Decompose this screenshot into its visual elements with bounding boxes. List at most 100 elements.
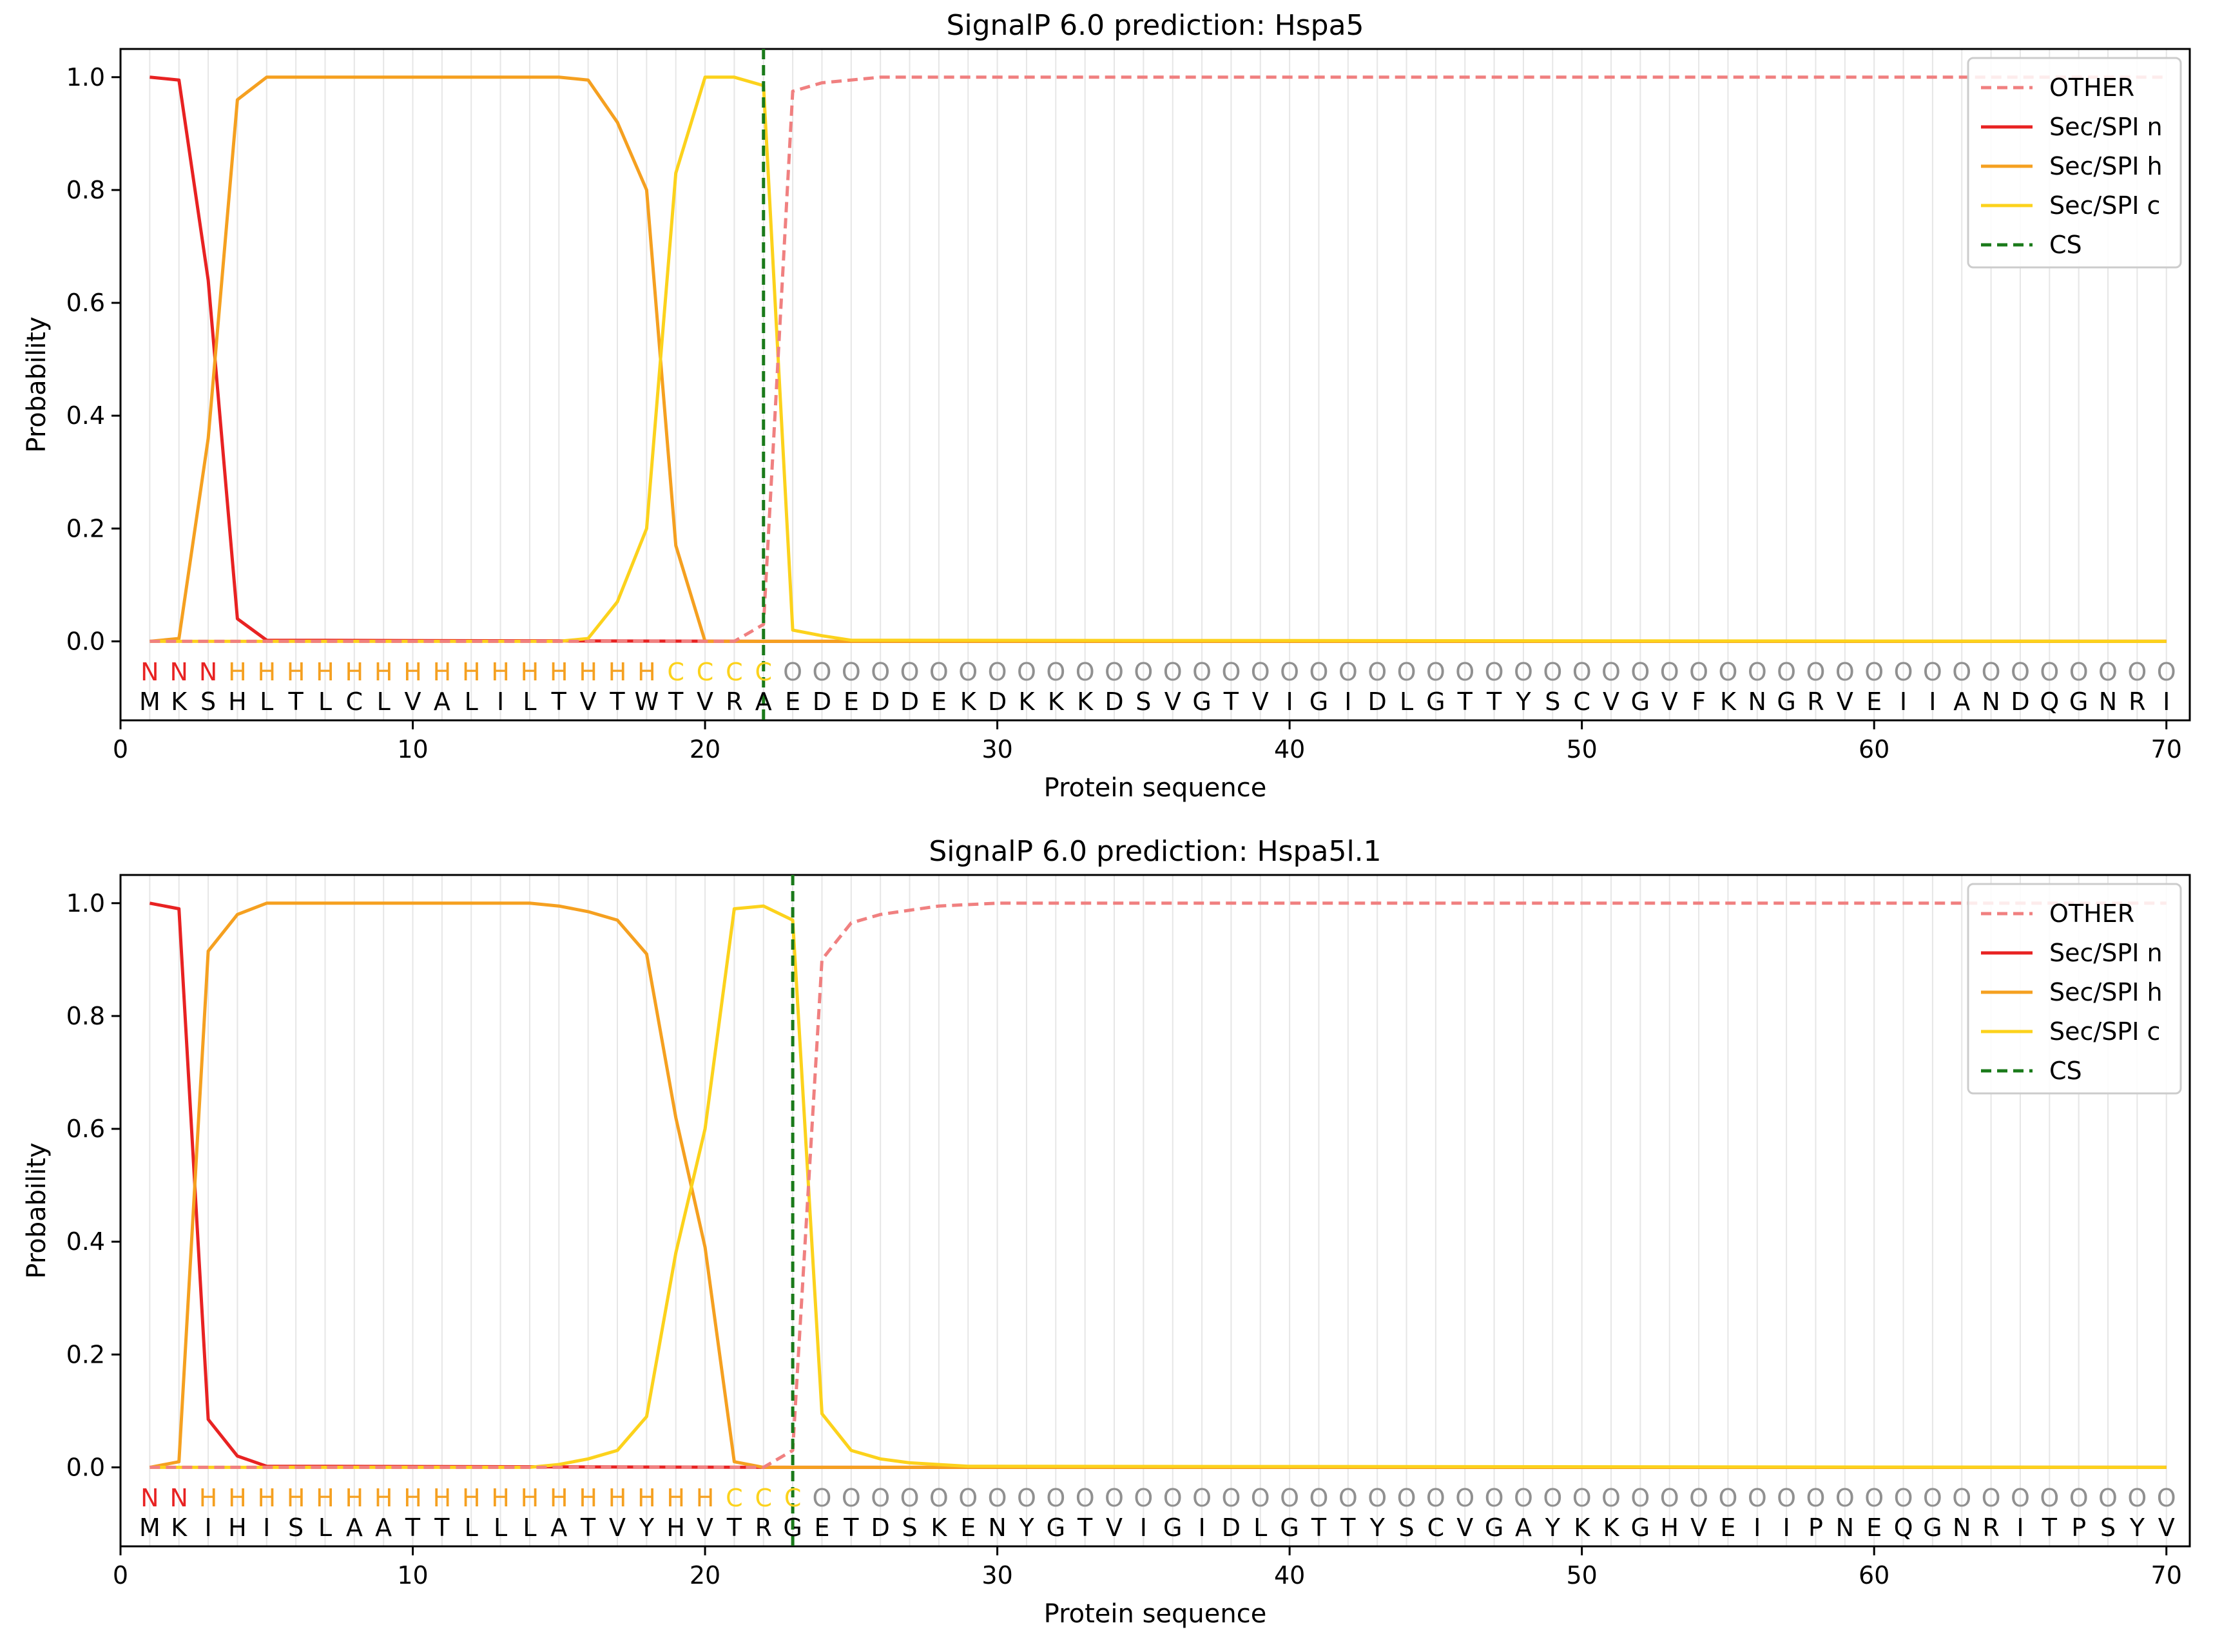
residue-letter: A <box>346 1513 363 1542</box>
y-tick-label: 0.8 <box>66 176 105 204</box>
region-label: O <box>1134 658 1153 686</box>
legend-entry: CS <box>2049 231 2082 259</box>
region-label: O <box>871 1484 890 1512</box>
residue-letter: T <box>405 1513 421 1542</box>
vertical-grid <box>149 49 2167 720</box>
region-label: O <box>1485 658 1504 686</box>
region-label: O <box>1017 658 1036 686</box>
region-label: O <box>1748 1484 1767 1512</box>
region-label: O <box>1046 1484 1065 1512</box>
region-label: O <box>1952 1484 1971 1512</box>
chart-panel-2: SignalP 6.0 prediction: Hspa5l.1 0 10 20 30 4… <box>22 835 2191 1629</box>
residue-letter: G <box>1777 687 1795 716</box>
region-label: H <box>521 658 539 686</box>
region-label: H <box>579 658 597 686</box>
chart-title: SignalP 6.0 prediction: Hspa5l.1 <box>929 835 1381 868</box>
residue-letter: Y <box>2129 1513 2145 1542</box>
residue-letter: D <box>2011 687 2029 716</box>
region-label: H <box>345 1484 364 1512</box>
residue-letter: S <box>2100 1513 2116 1542</box>
region-label: O <box>958 1484 978 1512</box>
region-label: O <box>1777 1484 1796 1512</box>
residue-letter: I <box>1140 1513 1147 1542</box>
region-label: O <box>2040 1484 2059 1512</box>
y-axis-label: Probability <box>22 316 52 452</box>
residue-letter: D <box>988 687 1007 716</box>
residue-letter: Q <box>1894 1513 1913 1542</box>
region-label: O <box>1192 1484 1212 1512</box>
residue-letter: D <box>813 687 831 716</box>
region-label: H <box>199 1484 218 1512</box>
residue-letter: P <box>1808 1513 1823 1542</box>
region-label: H <box>433 658 452 686</box>
region-label: H <box>550 658 568 686</box>
region-label: O <box>1718 1484 1737 1512</box>
residue-letter: R <box>1807 687 1824 716</box>
residue-letter: N <box>988 1513 1006 1542</box>
residue-letter: V <box>1164 687 1181 716</box>
region-label: O <box>1894 658 1913 686</box>
region-label: O <box>1630 1484 1650 1512</box>
x-tick-label: 30 <box>981 735 1012 764</box>
legend-box <box>1967 883 2182 1095</box>
x-tick-label: 70 <box>2151 1561 2182 1590</box>
residue-letter: I <box>1783 1513 1790 1542</box>
region-label: O <box>1514 658 1533 686</box>
region-label: H <box>521 1484 539 1512</box>
region-label: O <box>1514 1484 1533 1512</box>
residue-letter: A <box>755 687 772 716</box>
legend-entry: Sec/SPI n <box>2049 113 2163 141</box>
legend-entry: OTHER <box>2049 73 2134 102</box>
region-label: O <box>2157 658 2176 686</box>
residue-letter: I <box>2016 1513 2024 1542</box>
region-label: N <box>140 1484 159 1512</box>
region-label: O <box>1572 658 1592 686</box>
residue-letter: Y <box>1018 1513 1034 1542</box>
region-label: H <box>491 1484 510 1512</box>
x-tick-label: 40 <box>1274 735 1305 764</box>
region-label: O <box>1163 658 1183 686</box>
residue-letter: T <box>2042 1513 2058 1542</box>
x-tick-label: 10 <box>397 1561 428 1590</box>
residue-letter: V <box>609 1513 626 1542</box>
residue-letter: A <box>1953 687 1970 716</box>
residue-letter: V <box>1252 687 1269 716</box>
region-label: H <box>403 658 422 686</box>
series-line-sec-spi-h <box>150 75 2167 643</box>
residue-letter: K <box>1603 1513 1620 1542</box>
region-label: H <box>491 658 510 686</box>
residue-letter: T <box>609 687 625 716</box>
x-tick-label: 20 <box>690 1561 720 1590</box>
residue-letter: L <box>465 1513 478 1542</box>
sequence-rows: NMNKHIHHHIHSHLHAHAHTHTHLHLHLHAHTHVHYHHHV… <box>139 1484 2176 1542</box>
residue-letter: C <box>1427 1513 1445 1542</box>
region-label: C <box>784 1484 802 1512</box>
region-label: N <box>140 658 159 686</box>
region-label: O <box>1105 1484 1124 1512</box>
y-tick-label: 0.4 <box>66 401 105 430</box>
region-label: O <box>1982 1484 2001 1512</box>
region-label: O <box>1543 658 1562 686</box>
region-label: O <box>1367 658 1387 686</box>
region-label: O <box>2069 658 2089 686</box>
residue-letter: I <box>1344 687 1351 716</box>
region-label: O <box>1280 658 1299 686</box>
residue-letter: I <box>1198 1513 1205 1542</box>
region-label: H <box>257 1484 276 1512</box>
region-label: O <box>988 1484 1007 1512</box>
residue-letter: M <box>139 687 160 716</box>
residue-letter: E <box>814 1513 829 1542</box>
residue-letter: T <box>1457 687 1473 716</box>
y-tick-label: 0.6 <box>66 1115 105 1143</box>
y-tick-label: 0.6 <box>66 289 105 317</box>
region-label: H <box>257 658 276 686</box>
region-label: O <box>1280 1484 1299 1512</box>
residue-letter: D <box>1222 1513 1241 1542</box>
y-axis-label: Probability <box>22 1142 52 1278</box>
residue-letter: S <box>902 1513 917 1542</box>
region-label: N <box>169 1484 188 1512</box>
region-label: H <box>287 658 305 686</box>
residue-letter: L <box>318 1513 332 1542</box>
region-label: O <box>842 658 861 686</box>
region-label: O <box>813 1484 832 1512</box>
